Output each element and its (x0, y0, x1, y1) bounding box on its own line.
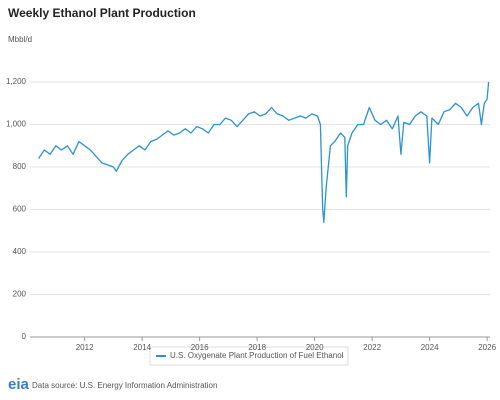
y-tick-label: 400 (13, 247, 27, 256)
x-tick-label: 2022 (363, 343, 381, 352)
x-tick-label: 2024 (421, 343, 439, 352)
x-tick-label: 2026 (478, 343, 496, 352)
legend-label: U.S. Oxygenate Plant Production of Fuel … (170, 351, 344, 360)
x-tick-label: 2018 (248, 343, 266, 352)
y-tick-label: 1,200 (6, 77, 27, 86)
logo: eia (8, 376, 30, 393)
legend-box (149, 346, 349, 366)
y-axis-label: Mbbl/d (8, 35, 32, 44)
y-tick-label: 0 (22, 332, 27, 341)
y-tick-label: 600 (13, 205, 27, 214)
chart-title: Weekly Ethanol Plant Production (8, 6, 196, 20)
x-tick-label: 2012 (76, 343, 94, 352)
data-line (38, 81, 490, 223)
y-tick-label: 1,000 (6, 120, 27, 129)
x-tick-label: 2020 (306, 343, 324, 352)
source-note: Data source: U.S. Energy Information Adm… (32, 381, 217, 390)
y-tick-label: 800 (13, 162, 27, 171)
x-tick-label: 2016 (191, 343, 209, 352)
x-tick-label: 2014 (133, 343, 151, 352)
y-tick-label: 200 (13, 290, 27, 299)
